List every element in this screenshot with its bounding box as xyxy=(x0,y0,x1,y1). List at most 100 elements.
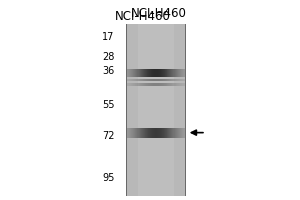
Bar xyxy=(157,79,158,81)
Bar xyxy=(139,83,140,86)
Bar xyxy=(146,69,147,77)
Bar xyxy=(147,83,148,86)
Bar xyxy=(164,69,165,77)
Bar xyxy=(182,128,183,138)
Bar xyxy=(144,69,145,77)
Bar xyxy=(127,24,185,196)
Bar xyxy=(154,128,155,138)
Bar xyxy=(181,69,182,77)
Bar xyxy=(140,79,141,81)
Bar xyxy=(167,128,168,138)
Bar xyxy=(164,128,165,138)
Bar xyxy=(153,128,154,138)
Bar xyxy=(150,69,151,77)
Bar xyxy=(134,83,135,86)
Bar xyxy=(157,83,158,86)
Text: 17: 17 xyxy=(102,32,115,42)
Bar xyxy=(144,79,145,81)
Bar xyxy=(131,128,132,138)
Bar xyxy=(154,83,155,86)
Bar xyxy=(164,79,165,81)
Bar xyxy=(160,83,161,86)
Bar xyxy=(161,69,162,77)
Bar xyxy=(183,69,184,77)
Bar xyxy=(181,128,182,138)
Bar xyxy=(137,79,138,81)
Bar xyxy=(180,79,181,81)
Bar xyxy=(172,128,173,138)
Bar xyxy=(163,79,164,81)
Bar xyxy=(174,69,175,77)
Bar xyxy=(140,128,141,138)
Bar xyxy=(172,79,173,81)
Bar xyxy=(152,79,153,81)
Bar xyxy=(138,69,139,77)
Bar xyxy=(167,69,168,77)
Bar xyxy=(180,128,181,138)
Bar xyxy=(176,83,177,86)
Bar xyxy=(132,83,133,86)
Bar xyxy=(133,83,134,86)
Bar xyxy=(136,83,137,86)
Bar xyxy=(162,83,163,86)
Bar xyxy=(176,79,177,81)
Bar xyxy=(129,83,130,86)
Bar xyxy=(136,128,137,138)
Bar xyxy=(152,128,153,138)
Bar xyxy=(165,69,166,77)
Bar xyxy=(135,69,136,77)
Bar xyxy=(168,83,169,86)
Bar xyxy=(147,69,148,77)
Bar xyxy=(184,79,185,81)
Bar xyxy=(151,83,152,86)
Bar xyxy=(135,83,136,86)
Bar xyxy=(165,79,166,81)
Bar xyxy=(177,79,178,81)
Bar xyxy=(177,128,178,138)
Bar xyxy=(156,128,157,138)
Bar xyxy=(131,83,132,86)
Bar xyxy=(153,79,154,81)
Bar xyxy=(169,79,170,81)
Bar xyxy=(159,83,160,86)
Bar xyxy=(156,69,157,77)
Bar xyxy=(152,69,153,77)
Bar xyxy=(132,128,133,138)
Bar xyxy=(160,69,161,77)
Bar xyxy=(129,79,130,81)
Bar xyxy=(148,69,149,77)
Bar xyxy=(168,79,169,81)
Bar xyxy=(159,79,160,81)
Bar xyxy=(171,79,172,81)
Text: 55: 55 xyxy=(102,100,115,110)
Bar xyxy=(140,83,141,86)
Bar xyxy=(139,79,140,81)
Bar xyxy=(155,69,156,77)
Bar xyxy=(172,69,173,77)
Bar xyxy=(144,83,145,86)
Bar xyxy=(137,83,138,86)
Bar xyxy=(150,83,151,86)
Bar xyxy=(158,83,159,86)
Bar xyxy=(145,83,146,86)
Bar xyxy=(147,79,148,81)
Bar xyxy=(160,79,161,81)
Bar xyxy=(133,69,134,77)
Bar xyxy=(130,128,131,138)
Bar xyxy=(129,128,130,138)
Bar xyxy=(170,83,171,86)
Bar xyxy=(136,79,137,81)
Bar xyxy=(159,69,160,77)
Bar xyxy=(162,69,163,77)
Bar xyxy=(130,69,131,77)
Bar xyxy=(140,69,141,77)
Bar xyxy=(133,128,134,138)
Bar xyxy=(138,128,139,138)
Bar xyxy=(132,79,133,81)
Bar xyxy=(128,69,129,77)
Text: 95: 95 xyxy=(102,173,115,183)
Bar xyxy=(155,79,156,81)
Bar xyxy=(143,128,144,138)
Text: 36: 36 xyxy=(103,66,115,76)
Bar xyxy=(159,128,160,138)
